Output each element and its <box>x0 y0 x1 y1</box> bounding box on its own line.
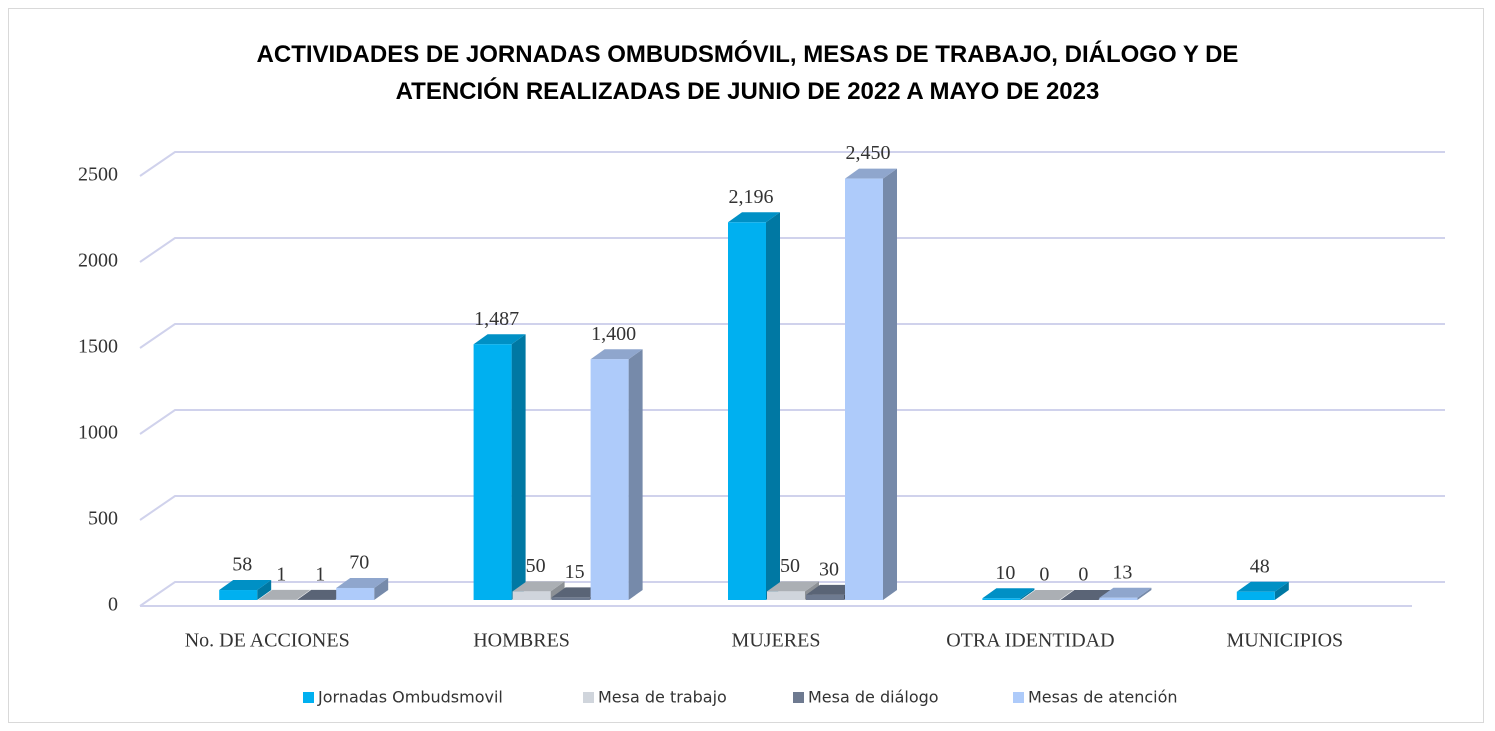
bar-side <box>550 581 565 600</box>
bar <box>982 598 1021 600</box>
x-tick-label: OTRA IDENTIDAD <box>946 630 1114 652</box>
value-label: 1,487 <box>474 308 519 330</box>
y-tick-label: 1000 <box>78 422 118 444</box>
y-tick-label: 2500 <box>78 164 118 186</box>
bar-side <box>1137 587 1152 600</box>
value-label: 50 <box>780 555 800 577</box>
bar-top <box>767 581 819 592</box>
bar <box>1236 591 1275 600</box>
value-label: 2,450 <box>846 142 891 164</box>
value-label: 30 <box>819 558 839 580</box>
bar-top <box>982 588 1035 599</box>
bar-top <box>512 581 565 592</box>
bar-top <box>728 212 780 223</box>
bar-side <box>257 580 272 600</box>
bar <box>845 178 883 600</box>
value-label: 15 <box>565 561 585 583</box>
value-label: 13 <box>1112 561 1132 583</box>
bar-top <box>1099 587 1152 598</box>
bar <box>512 591 551 600</box>
value-label: 70 <box>349 552 369 574</box>
bar-side <box>374 577 389 600</box>
value-label: 0 <box>1078 564 1088 586</box>
x-tick-label: MUNICIPIOS <box>1226 630 1343 652</box>
x-tick-label: MUJERES <box>732 630 821 652</box>
bar-top <box>473 334 526 345</box>
bar-side <box>296 589 311 600</box>
value-label: 1,400 <box>591 323 636 345</box>
bar <box>728 222 766 600</box>
legend-swatch <box>583 692 594 703</box>
legend-swatch <box>1013 692 1024 703</box>
value-label: 48 <box>1250 555 1270 577</box>
bar <box>473 344 512 600</box>
x-tick-label: HOMBRES <box>473 630 570 652</box>
bar-top <box>219 580 272 591</box>
bar-side <box>628 349 643 600</box>
bar-side <box>883 168 897 600</box>
value-label: 2,196 <box>729 186 774 208</box>
bar-top <box>845 168 897 179</box>
legend-label: Mesa de trabajo <box>598 688 727 707</box>
bar <box>1099 597 1138 600</box>
legend-swatch <box>303 692 314 703</box>
bar <box>767 591 805 600</box>
value-label: 58 <box>232 554 252 576</box>
value-label: 1 <box>276 563 286 585</box>
bar-side <box>766 212 780 600</box>
grid-line <box>139 323 1445 349</box>
grid-line <box>139 237 1445 263</box>
legend-swatch <box>793 692 804 703</box>
bar-top <box>1060 590 1113 600</box>
y-tick-label: 2000 <box>78 250 118 272</box>
legend-label: Jornadas Ombudsmovil <box>317 688 503 707</box>
legend-label: Mesa de diálogo <box>808 688 939 707</box>
bar-side <box>1020 588 1035 600</box>
chart-title: ACTIVIDADES DE JORNADAS OMBUDSMÓVIL, MES… <box>256 41 1239 105</box>
bar-top <box>258 589 311 600</box>
value-label: 10 <box>995 562 1015 584</box>
bar-top <box>1021 590 1074 600</box>
legend-label: Mesas de atención <box>1028 688 1178 707</box>
grid-line <box>139 409 1445 435</box>
value-label: 50 <box>526 555 546 577</box>
bar-top <box>590 349 643 360</box>
bar-top <box>1236 581 1289 592</box>
bar <box>590 359 629 600</box>
grid-line <box>139 581 1445 607</box>
x-tick-label: No. DE ACCIONES <box>185 630 350 652</box>
bar <box>219 590 258 600</box>
y-tick-label: 500 <box>88 508 118 530</box>
grid-line <box>139 495 1445 521</box>
bar <box>551 597 590 600</box>
bar <box>806 594 844 600</box>
y-tick-label: 1500 <box>78 336 118 358</box>
chart-frame <box>8 8 1484 723</box>
bar <box>336 587 375 600</box>
bar-top <box>336 577 389 588</box>
value-label: 1 <box>315 563 325 585</box>
bar-side <box>1274 581 1289 600</box>
grid-line <box>139 151 1445 177</box>
y-tick-label: 0 <box>108 594 118 616</box>
bar-side <box>511 334 526 600</box>
value-label: 0 <box>1039 564 1049 586</box>
